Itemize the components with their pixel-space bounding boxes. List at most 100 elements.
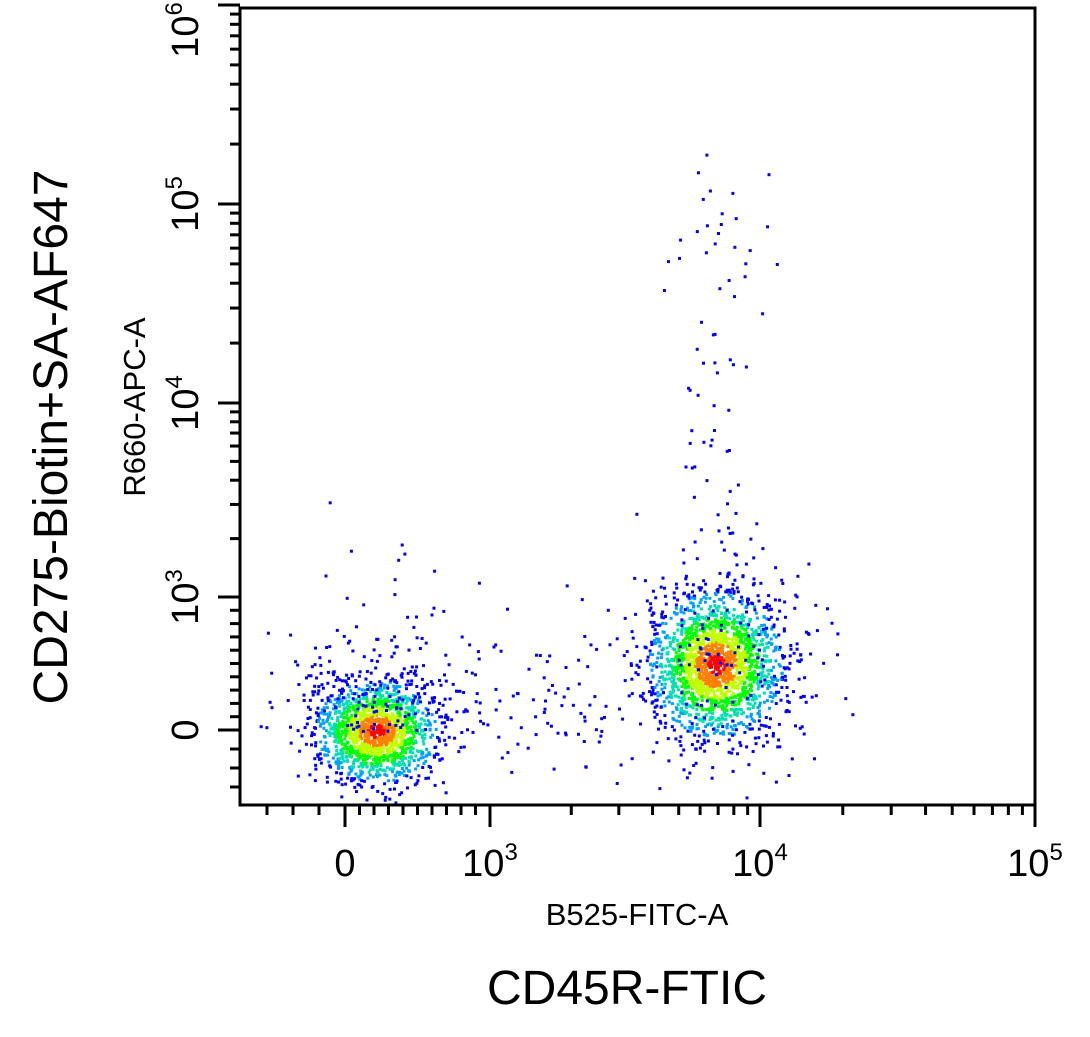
event-dot — [740, 712, 744, 716]
event-dot — [727, 588, 731, 592]
event-dot — [675, 657, 679, 661]
event-dot — [713, 693, 717, 696]
event-dot — [709, 715, 713, 719]
event-dot — [338, 694, 341, 698]
event-dot — [746, 602, 750, 606]
event-dot — [354, 772, 358, 776]
event-dot — [677, 688, 680, 692]
event-dot — [733, 651, 737, 655]
event-dot — [403, 729, 407, 733]
event-dot — [772, 625, 776, 629]
event-dot — [403, 715, 407, 718]
event-dot — [685, 606, 689, 610]
event-dot — [399, 673, 403, 677]
event-dot — [405, 717, 409, 721]
event-dot — [387, 700, 391, 703]
event-dot — [386, 749, 390, 753]
event-dot — [681, 644, 685, 648]
event-dot — [658, 644, 662, 648]
event-dot — [688, 725, 692, 729]
event-dot — [704, 633, 708, 637]
event-dot — [314, 763, 318, 767]
event-dot — [597, 740, 601, 744]
event-dot — [794, 724, 797, 728]
event-dot — [407, 769, 411, 773]
event-dot — [678, 256, 681, 260]
event-dot — [702, 738, 706, 742]
event-dot — [715, 641, 719, 645]
event-dot — [748, 665, 752, 668]
event-dot — [765, 642, 769, 646]
event-dot — [723, 698, 727, 702]
event-dot — [797, 677, 801, 681]
event-dot — [725, 616, 729, 620]
event-dot — [733, 617, 736, 621]
event-dot — [375, 718, 378, 722]
event-dot — [793, 606, 797, 610]
event-dot — [655, 661, 659, 664]
event-dot — [742, 650, 746, 654]
event-dot — [398, 793, 402, 797]
event-dot — [724, 635, 728, 639]
event-dot — [765, 605, 768, 609]
event-dot — [799, 658, 803, 662]
event-dot — [382, 736, 386, 740]
event-dot — [731, 587, 735, 591]
event-dot — [721, 692, 725, 696]
event-dot — [390, 655, 394, 659]
event-dot — [313, 663, 317, 667]
event-dot — [380, 742, 384, 746]
event-dot — [346, 724, 350, 727]
event-dot — [329, 727, 333, 731]
event-dot — [438, 679, 441, 682]
event-dot — [600, 717, 604, 721]
tick-label-y-100000: 105 — [161, 176, 207, 232]
event-dot — [681, 639, 685, 642]
event-dot — [813, 757, 816, 761]
event-dot — [724, 691, 728, 695]
event-dot — [478, 711, 482, 715]
event-dot — [382, 686, 386, 690]
event-dot — [401, 698, 405, 702]
event-dot — [716, 728, 720, 732]
event-dot — [753, 605, 757, 609]
event-dot — [466, 728, 469, 732]
event-dot — [300, 734, 304, 738]
event-dot — [701, 197, 705, 201]
event-dot — [697, 680, 701, 684]
event-dot — [382, 758, 385, 762]
event-dot — [366, 740, 370, 744]
event-dot — [410, 665, 414, 669]
event-dot — [294, 660, 298, 664]
event-dot — [721, 730, 725, 734]
event-dot — [589, 643, 593, 647]
event-dot — [324, 729, 328, 733]
event-dot — [724, 651, 728, 655]
tick-label-x-10000: 104 — [732, 839, 788, 885]
event-dot — [379, 686, 382, 690]
event-dot — [349, 733, 353, 736]
event-dot — [678, 739, 682, 743]
event-dot — [365, 684, 369, 687]
event-dot — [697, 615, 701, 619]
event-dot — [655, 637, 659, 641]
event-dot — [400, 672, 404, 676]
event-dot — [667, 670, 671, 674]
event-dot — [695, 657, 699, 661]
event-dot — [364, 692, 368, 696]
event-dot — [655, 704, 659, 708]
event-dot — [618, 707, 621, 711]
event-dot — [492, 645, 496, 649]
event-dot — [405, 687, 408, 691]
event-dot — [615, 782, 619, 785]
event-dot — [689, 680, 693, 684]
event-dot — [653, 628, 657, 632]
event-dot — [721, 725, 725, 729]
event-dot — [735, 563, 739, 567]
event-dot — [371, 739, 375, 743]
event-dot — [340, 699, 344, 703]
event-dot — [735, 626, 739, 629]
event-dot — [748, 727, 752, 731]
event-dot — [359, 735, 363, 739]
event-dot — [312, 732, 316, 736]
